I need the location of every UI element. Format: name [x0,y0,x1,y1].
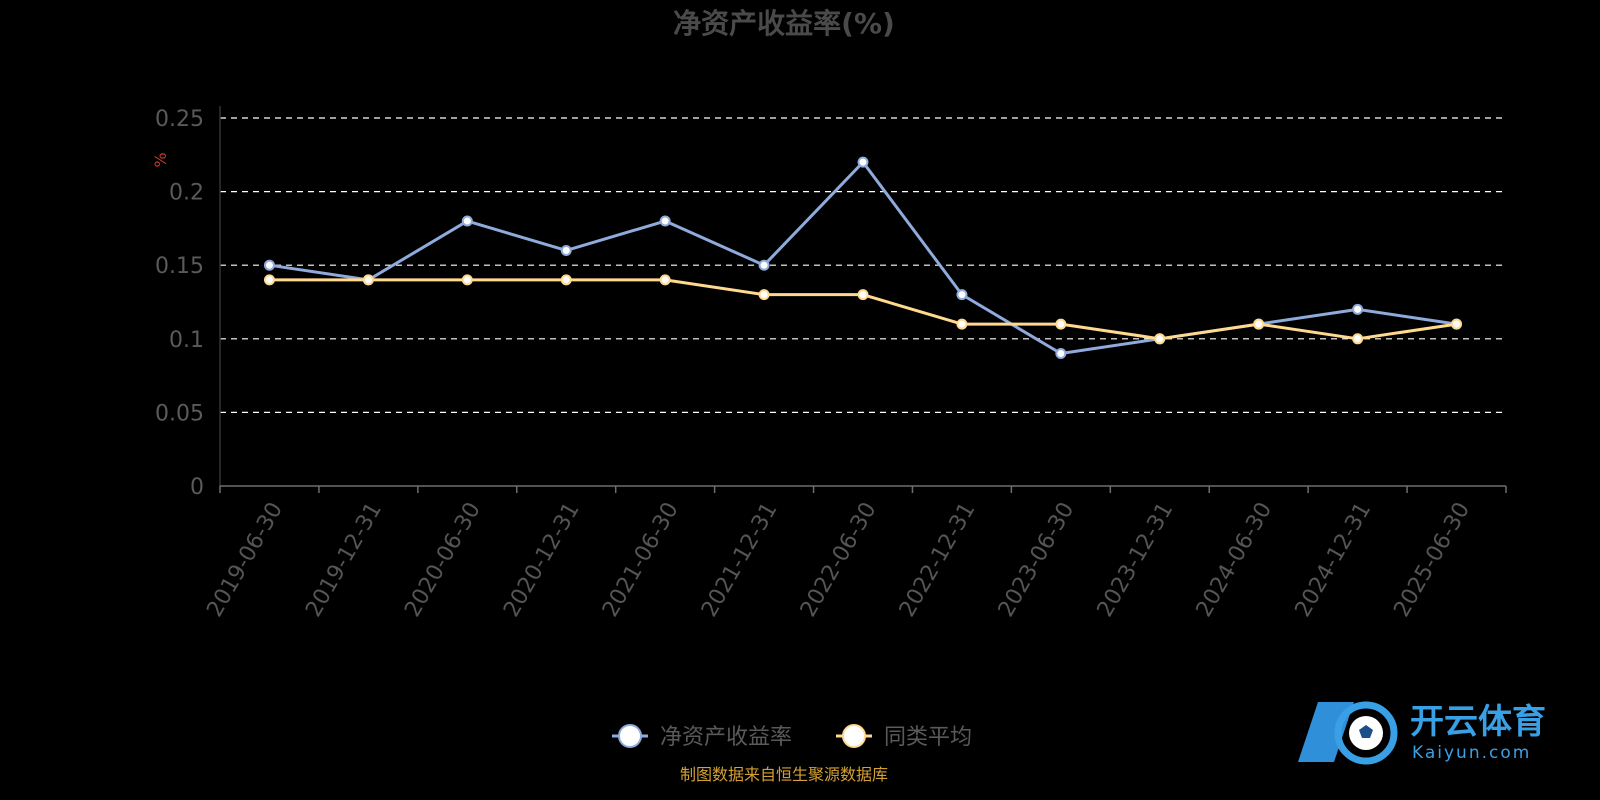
x-tick-label: 2023-06-30 [994,498,1080,621]
x-tick-label: 2022-12-31 [895,498,981,621]
x-tick-label: 2025-06-30 [1389,498,1475,621]
data-point [758,259,770,271]
y-tick-label: 0.05 [155,401,204,426]
x-tick-label: 2024-06-30 [1192,498,1278,621]
data-point [263,274,275,286]
x-tick-label: 2024-12-31 [1291,498,1377,621]
y-tick-label: 0 [190,475,204,500]
data-point [1055,318,1067,330]
series-line [269,160,1457,356]
legend-item-0: 净资产收益率 [612,724,792,750]
legend: 净资产收益率 同类平均 [612,724,972,750]
y-tick-label: 0.2 [169,181,204,206]
data-point [758,289,770,301]
data-point [659,215,671,227]
legend-label: 同类平均 [884,725,972,750]
y-tick-label: 0.1 [169,328,204,353]
x-tick-label: 2022-06-30 [796,498,882,621]
legend-swatch-marker [618,724,642,748]
source-note: 制图数据来自恒生聚源数据库 [680,765,888,784]
grid-layer [220,117,1506,413]
data-point [659,274,671,286]
data-point [461,274,473,286]
x-tick-label: 2020-06-30 [400,498,486,621]
series-1 [263,274,1463,345]
x-tick-label: 2023-12-31 [1093,498,1179,621]
legend-item-1: 同类平均 [836,724,972,750]
x-tick-label: 2019-06-30 [202,498,288,621]
data-point [1451,318,1463,330]
data-point [560,244,572,256]
legend-label: 净资产收益率 [660,725,792,750]
data-point [1352,303,1364,315]
data-point [1352,333,1364,345]
x-tick-label: 2019-12-31 [301,498,387,621]
data-point [956,289,968,301]
data-point [362,274,374,286]
chart-title: 净资产收益率(%) [673,7,895,40]
data-point [263,259,275,271]
data-point [461,215,473,227]
data-point [956,318,968,330]
watermark-text: 开云体育 [1410,702,1546,742]
data-point [1154,333,1166,345]
y-tick-label: 0.25 [155,107,204,132]
watermark-subtext: Kaiyun.com [1412,743,1531,763]
data-point [560,274,572,286]
watermark-logo: 开云体育 Kaiyun.com [1298,701,1546,765]
legend-swatch-marker [842,724,866,748]
data-point [857,156,869,168]
x-tick-label: 2020-12-31 [499,498,585,621]
series-layer [263,156,1463,360]
data-point [857,289,869,301]
data-point [1055,348,1067,360]
y-tick-label: 0.15 [155,254,204,279]
x-tick-label: 2021-12-31 [697,498,783,621]
soccer-ball-logo-icon [1298,701,1398,765]
y-axis-unit: % [151,152,170,167]
series-line [269,278,1457,341]
x-tick-label: 2021-06-30 [598,498,684,621]
data-point [1253,318,1265,330]
